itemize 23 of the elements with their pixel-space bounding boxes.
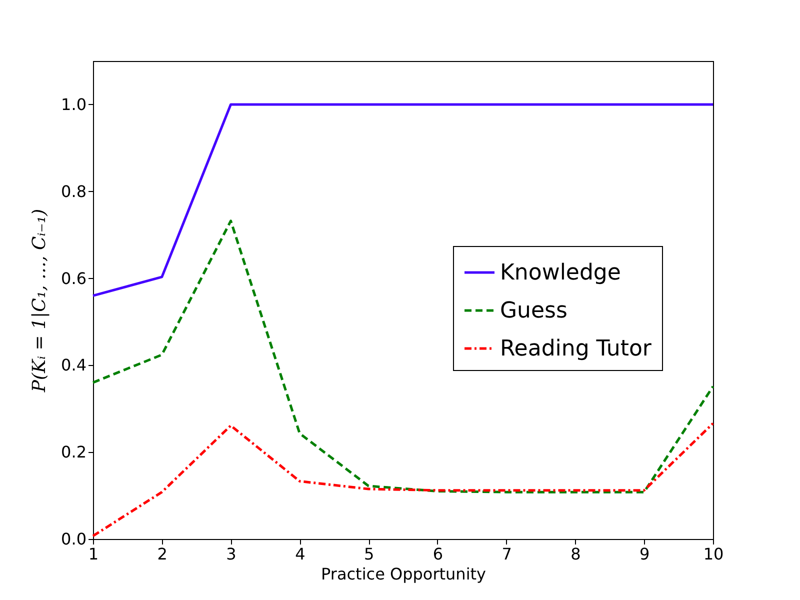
line-series [92,220,714,494]
x-tick-label: 3 [226,544,236,564]
x-tick-label: 6 [432,544,444,564]
legend-label: Reading Tutor [500,336,652,362]
x-tick-label: 1 [88,544,99,564]
y-tick-label: 0.8 [61,182,86,201]
x-tick-label: 7 [502,544,512,564]
legend-label: Guess [500,298,568,324]
legend-label: Knowledge [500,260,621,286]
y-tick-label: 0.2 [61,442,86,462]
x-tick-label: 5 [364,544,374,564]
y-axis-title: P(Kᵢ = 1|C₁, …, Cᵢ₋₁) [29,208,50,394]
x-tick-label: 2 [157,544,168,564]
line-series [92,422,714,538]
x-tick-label: 9 [640,544,650,564]
x-tick-label: 8 [570,544,581,564]
y-tick-label: 1.0 [61,94,86,114]
y-tick-label: 0.0 [61,530,86,548]
x-axis-title: Practice Opportunity [320,564,486,584]
x-tick-label: 4 [295,544,306,564]
y-tick-label: 0.6 [61,268,86,288]
y-tick-label: 0.4 [61,356,86,375]
x-tick-label: 10 [703,544,724,564]
